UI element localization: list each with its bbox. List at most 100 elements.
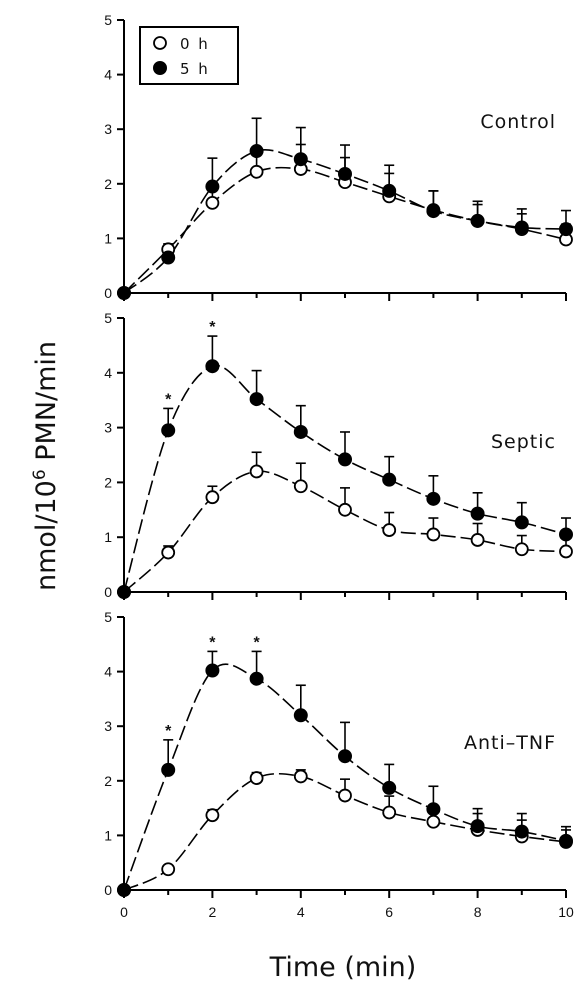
panels: 0 1 2 3 4 5 Control 0 1 2 3 4 5 Septic * * 0 1 2 3 4 5 0 2 4 6 8 10… xyxy=(104,12,574,920)
point-5h xyxy=(249,144,264,159)
y-tick-label: 1 xyxy=(104,230,112,246)
point-5h xyxy=(514,515,529,530)
panel-label: Control xyxy=(480,111,556,133)
legend-box xyxy=(139,26,239,85)
point-5h xyxy=(205,663,220,678)
y-tick-label: 0 xyxy=(104,584,112,600)
y-tick-label: 4 xyxy=(104,365,112,381)
point-5h xyxy=(559,527,573,542)
point-0h xyxy=(161,545,176,560)
series-line-0 xyxy=(123,470,567,593)
y-tick-label: 3 xyxy=(104,121,112,137)
point-5h xyxy=(161,250,176,265)
point-0h xyxy=(249,771,264,785)
x-tick-label: 8 xyxy=(474,904,482,920)
panel-label: Anti–TNF xyxy=(464,732,556,754)
legend: 0 h 5 h xyxy=(139,26,239,85)
y-axis-title: nmol/106 PMN/min xyxy=(30,341,62,591)
point-0h xyxy=(338,788,352,803)
point-5h xyxy=(470,213,485,228)
y-tick-label: 1 xyxy=(104,827,112,843)
y-tick-label: 4 xyxy=(104,664,112,680)
point-0h xyxy=(514,542,529,557)
significance-marker: * xyxy=(165,391,172,408)
panel-1: 0 1 2 3 4 5 Septic * * xyxy=(104,310,573,600)
legend-marker-open xyxy=(153,36,167,50)
y-tick-label: 5 xyxy=(104,12,112,28)
point-5h xyxy=(205,179,220,194)
point-5h xyxy=(293,424,308,439)
legend-marker-filled xyxy=(153,61,167,75)
point-5h xyxy=(117,883,131,897)
point-0h xyxy=(205,196,220,210)
point-5h xyxy=(338,749,352,764)
y-tick-label: 4 xyxy=(104,67,112,83)
point-5h xyxy=(293,708,308,723)
panel-2: 0 1 2 3 4 5 0 2 4 6 8 10 Anti–TNF * * * xyxy=(104,609,574,920)
point-0h xyxy=(293,769,308,784)
point-0h xyxy=(249,464,264,479)
point-0h xyxy=(382,805,397,820)
legend-label-0h: 0 h xyxy=(180,35,210,53)
point-5h xyxy=(117,585,131,599)
significance-marker: * xyxy=(253,634,260,651)
y-tick-label: 0 xyxy=(104,285,112,301)
point-0h xyxy=(338,502,352,517)
point-0h xyxy=(426,527,441,542)
point-5h xyxy=(514,824,529,839)
point-0h xyxy=(293,479,308,494)
y-tick-label: 1 xyxy=(104,529,112,545)
point-5h xyxy=(205,359,220,374)
y-tick-label: 3 xyxy=(104,718,112,734)
point-5h xyxy=(249,671,264,686)
y-axis-title-main: nmol/10 xyxy=(31,480,62,591)
x-axis-title: Time (min) xyxy=(269,952,417,983)
point-0h xyxy=(205,808,220,823)
point-5h xyxy=(426,204,441,219)
point-0h xyxy=(249,164,264,179)
series-line-1 xyxy=(123,364,567,593)
significance-marker: * xyxy=(209,319,216,336)
point-5h xyxy=(161,762,176,777)
point-5h xyxy=(382,183,397,198)
significance-marker: * xyxy=(209,634,216,651)
x-tick-label: 6 xyxy=(385,904,393,920)
x-tick-label: 4 xyxy=(297,904,305,920)
legend-label-5h: 5 h xyxy=(180,60,210,78)
panel-0: 0 1 2 3 4 5 Control xyxy=(104,12,573,301)
point-5h xyxy=(559,833,573,848)
point-0h xyxy=(470,533,485,547)
point-5h xyxy=(293,152,308,167)
point-5h xyxy=(426,491,441,506)
point-0h xyxy=(205,490,220,505)
y-tick-label: 2 xyxy=(104,176,112,192)
y-tick-label: 5 xyxy=(104,310,112,326)
point-0h xyxy=(559,544,573,559)
point-0h xyxy=(161,862,176,877)
y-tick-label: 2 xyxy=(104,773,112,789)
panel-label: Septic xyxy=(491,431,556,453)
point-5h xyxy=(338,166,352,181)
point-5h xyxy=(117,286,131,300)
y-tick-label: 5 xyxy=(104,609,112,625)
y-tick-label: 3 xyxy=(104,420,112,436)
point-5h xyxy=(514,220,529,235)
y-tick-label: 0 xyxy=(104,882,112,898)
point-0h xyxy=(426,814,441,829)
y-axis-title-rest: PMN/min xyxy=(31,341,62,469)
point-5h xyxy=(382,472,397,487)
x-tick-label: 2 xyxy=(209,904,217,920)
point-5h xyxy=(382,780,397,795)
point-5h xyxy=(470,506,485,521)
point-5h xyxy=(426,802,441,817)
y-axis-title-sup: 6 xyxy=(30,469,50,480)
significance-marker: * xyxy=(165,723,172,740)
series-line-1 xyxy=(123,663,567,891)
y-tick-label: 2 xyxy=(104,474,112,490)
point-5h xyxy=(338,452,352,467)
point-0h xyxy=(382,523,397,537)
point-5h xyxy=(559,222,573,237)
point-5h xyxy=(470,819,485,834)
point-5h xyxy=(249,392,264,407)
